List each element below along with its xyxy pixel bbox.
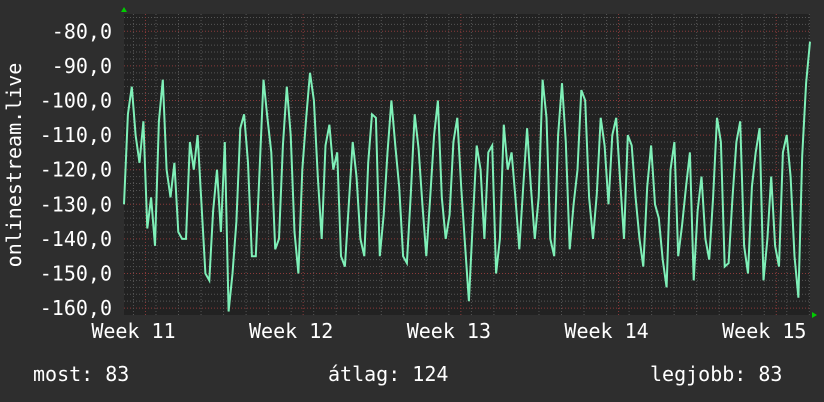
y-axis-arrow-icon	[121, 7, 127, 12]
y-tick-label: -160,0	[40, 296, 112, 320]
y-tick-label: -80,0	[52, 19, 112, 43]
series-line	[123, 41, 811, 312]
x-tick-label: Week 15	[722, 319, 806, 343]
y-tick-label: -110,0	[40, 123, 112, 147]
y-axis: -80,0 -90,0 -100,0 -110,0 -120,0 -130,0 -140,0…	[40, 19, 112, 320]
legend-max: legjobb: 83	[650, 362, 783, 386]
x-axis-arrow-icon	[812, 312, 817, 318]
x-tick-label: Week 12	[249, 319, 333, 343]
x-tick-label: Week 11	[91, 319, 175, 343]
y-axis-label: onlinestream.live	[2, 62, 26, 268]
x-tick-label: Week 14	[564, 319, 648, 343]
x-tick-label: Week 13	[407, 319, 491, 343]
y-tick-label: -120,0	[40, 158, 112, 182]
legend-current: most: 83	[33, 362, 130, 386]
legend-average: átlag: 124	[328, 362, 449, 386]
y-tick-label: -150,0	[40, 261, 112, 285]
y-tick-label: -140,0	[40, 227, 112, 251]
y-tick-label: -130,0	[40, 192, 112, 216]
y-tick-label: -100,0	[40, 88, 112, 112]
y-tick-label: -90,0	[52, 54, 112, 78]
